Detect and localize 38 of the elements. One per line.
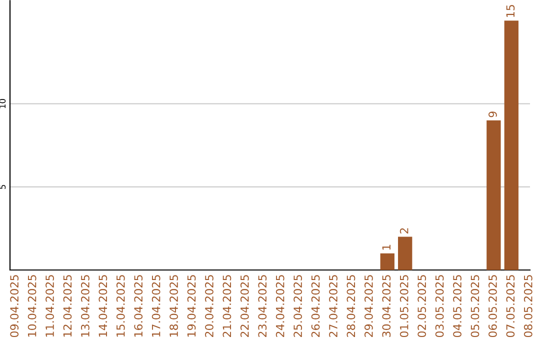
x-tick-label: 23.04.2025 <box>258 275 267 337</box>
x-tick-label: 03.05.2025 <box>435 275 444 338</box>
x-tick-label: 10.04.2025 <box>28 275 36 337</box>
x-tick-label: 07.05.2025 <box>506 275 515 338</box>
x-tick-label: 19.04.2025 <box>187 275 196 337</box>
x-tick-label: 11.04.2025 <box>46 275 54 337</box>
x-tick-label: 24.04.2025 <box>276 275 284 337</box>
x-tick-label: 22.04.2025 <box>240 275 249 337</box>
x-tick-label: 02.05.2025 <box>418 275 426 338</box>
bar <box>398 236 412 270</box>
x-tick-label: 16.04.2025 <box>134 275 143 337</box>
x-tick-label: 21.04.2025 <box>222 275 232 337</box>
x-tick-label: 08.05.2025 <box>524 275 532 338</box>
data-label: 9 <box>488 112 497 118</box>
x-tick-label: 28.04.2025 <box>346 275 356 337</box>
x-tick-label: 01.05.2025 <box>400 275 408 338</box>
data-label: 15 <box>506 4 515 17</box>
bar <box>380 253 394 270</box>
x-tick-label: 20.04.2025 <box>205 275 214 337</box>
x-tick-label: 29.04.2025 <box>364 275 373 337</box>
x-tick-label: 06.05.2025 <box>488 275 497 338</box>
x-tick-label: 30.04.2025 <box>382 275 391 337</box>
x-tick-label: 14.04.2025 <box>98 275 108 337</box>
x-tick-label: 05.05.2025 <box>470 275 480 338</box>
x-tick-label: 17.04.2025 <box>152 275 160 337</box>
x-tick-label: 27.04.2025 <box>329 275 338 337</box>
data-label: 1 <box>382 244 390 250</box>
x-tick-label: 18.04.2025 <box>170 275 178 337</box>
bar <box>486 120 501 270</box>
x-tick-label: 25.04.2025 <box>294 275 302 337</box>
bar <box>504 20 518 270</box>
x-tick-label: 09.04.2025 <box>10 275 19 338</box>
x-tick-label: 15.04.2025 <box>116 275 125 337</box>
x-tick-label: 13.04.2025 <box>81 275 90 337</box>
data-label: 2 <box>400 228 408 234</box>
x-tick-label: 12.04.2025 <box>63 275 72 337</box>
x-tick-label: 26.04.2025 <box>311 275 320 337</box>
x-tick-label: 04.05.2025 <box>453 275 462 338</box>
